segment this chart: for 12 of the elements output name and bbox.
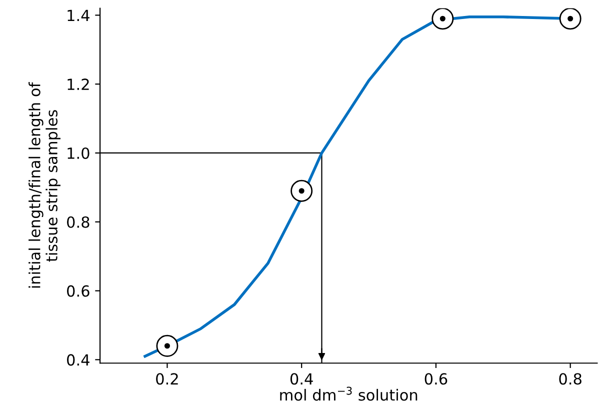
x-tick-label: 0.2 xyxy=(156,373,178,385)
x-tick-label: 0.6 xyxy=(424,373,448,385)
x-tick-label: 0.4 xyxy=(290,373,313,385)
y-tick-label: 0.6 xyxy=(67,285,90,297)
x-tick-label: 0.8 xyxy=(559,373,582,385)
y-tick-label: 1.0 xyxy=(68,147,90,160)
x-axis-title: mol dm$^{−3}$ solution xyxy=(280,386,418,401)
y-tick-label: 0.4 xyxy=(67,354,90,366)
y-tick-label: 1.4 xyxy=(68,10,90,21)
y-tick-label: 0.8 xyxy=(67,216,90,228)
y-axis-title: initial length/final length of tissue strip samples xyxy=(28,82,60,288)
y-tick-label: 1.2 xyxy=(68,78,89,90)
